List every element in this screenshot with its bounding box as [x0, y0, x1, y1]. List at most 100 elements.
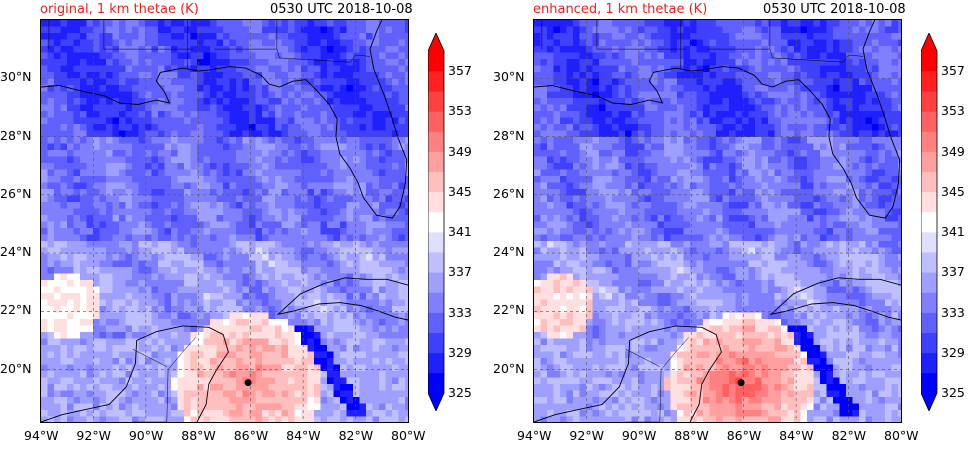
colorbar-level [428, 151, 444, 173]
lon-tick-label: 92°W [569, 428, 604, 443]
lon-tick-label: 88°W [674, 428, 709, 443]
coastlines [41, 20, 408, 422]
colorbar-level [921, 292, 937, 313]
colorbar-level [428, 332, 444, 354]
colorbar-level [428, 372, 444, 394]
borders [48, 20, 371, 422]
colorbar-level [921, 232, 937, 253]
colorbar-level [921, 332, 937, 354]
lon-tick-label: 84°W [286, 428, 321, 443]
colorbar-tick-label: 333 [448, 304, 472, 320]
colorbar-level [921, 372, 937, 394]
lat-tick-label: 24°N [0, 244, 32, 260]
lon-tick-label: 94°W [24, 428, 59, 443]
colorbar-tick-label: 329 [941, 344, 965, 360]
colorbar-level [428, 191, 444, 213]
lat-tick-label: 30°N [0, 69, 32, 85]
storm-center-marker [737, 379, 745, 387]
colorbar-tick-label: 357 [941, 63, 965, 79]
colorbar-max-arrow [428, 33, 444, 51]
colorbar-tick-label: 325 [941, 385, 965, 400]
colorbar-level [921, 191, 937, 213]
colorbar-level [921, 71, 937, 92]
map-right [533, 19, 902, 423]
lat-tick-label: 20°N [493, 360, 525, 376]
lat-tick-label: 20°N [0, 360, 32, 376]
colorbar-tick-label: 325 [448, 385, 472, 400]
thetae-field [534, 20, 901, 422]
colorbar-tick-label: 341 [941, 224, 965, 240]
colorbar-level [428, 272, 444, 293]
gridlines [41, 20, 408, 422]
colorbar-min-arrow [921, 393, 937, 411]
colorbar-tick-label: 357 [448, 63, 472, 79]
storm-center-marker [244, 379, 252, 387]
lon-tick-label: 82°W [338, 428, 374, 443]
lat-tick-label: 24°N [493, 244, 525, 260]
map-left [40, 19, 409, 423]
colorbar-tick-label: 353 [448, 103, 472, 119]
colorbar-left [428, 33, 448, 411]
colorbar-level [921, 312, 937, 333]
colorbar-level [921, 111, 937, 132]
lat-tick-label: 26°N [0, 185, 32, 201]
colorbar-level [428, 91, 444, 112]
colorbar-tick-label: 353 [941, 103, 965, 119]
colorbar-level [428, 171, 444, 193]
colorbar-level [428, 111, 444, 132]
lat-tick-label: 28°N [0, 127, 32, 143]
colorbar-level [428, 131, 444, 152]
lat-tick-label: 30°N [493, 69, 525, 85]
colorbar-tick-label: 337 [448, 264, 472, 280]
lat-tick-label: 26°N [493, 185, 525, 201]
borders [541, 20, 864, 422]
lon-tick-label: 80°W [391, 428, 426, 443]
colorbar-tick-label: 329 [448, 344, 472, 360]
colorbar-level [921, 171, 937, 193]
colorbar-level [428, 211, 444, 233]
lon-tick-label: 88°W [181, 428, 216, 443]
colorbar-tick-label: 349 [448, 143, 472, 159]
lon-tick-label: 86°W [233, 428, 269, 443]
thetae-field [41, 20, 408, 422]
lon-tick-label: 94°W [517, 428, 552, 443]
colorbar-level [921, 352, 937, 374]
lon-tick-label: 90°W [621, 428, 657, 443]
colorbar-level [428, 51, 444, 72]
colorbar-level [428, 352, 444, 374]
lon-tick-label: 84°W [779, 428, 814, 443]
lon-tick-label: 82°W [831, 428, 867, 443]
panel-title-right: enhanced, 1 km thetae (K) [533, 2, 708, 17]
lat-tick-label: 22°N [0, 302, 32, 318]
colorbar-level [921, 131, 937, 152]
colorbar-level [428, 252, 444, 273]
colorbar-tick-label: 345 [448, 183, 472, 199]
colorbar-tick-label: 337 [941, 264, 965, 280]
panel-time-right: 0530 UTC 2018-10-08 [763, 2, 906, 17]
lon-tick-label: 80°W [884, 428, 919, 443]
panel-title-left: original, 1 km thetae (K) [40, 2, 199, 17]
colorbar-right [921, 33, 941, 411]
colorbar-level [428, 312, 444, 333]
lon-tick-label: 86°W [726, 428, 762, 443]
panel-time-left: 0530 UTC 2018-10-08 [270, 2, 413, 17]
colorbar-tick-label: 341 [448, 224, 472, 240]
colorbar-max-arrow [921, 33, 937, 51]
colorbar-tick-label: 345 [941, 183, 965, 199]
colorbar-level [921, 91, 937, 112]
colorbar-level [428, 71, 444, 92]
colorbar-level [921, 272, 937, 293]
colorbar-tick-label: 349 [941, 143, 965, 159]
map-canvas-left [41, 20, 408, 422]
gridlines [534, 20, 901, 422]
colorbar-level [428, 232, 444, 253]
colorbar-level [428, 292, 444, 313]
lat-tick-label: 22°N [493, 302, 525, 318]
colorbar-level [921, 252, 937, 273]
coastlines [534, 20, 901, 422]
colorbar-level [921, 51, 937, 72]
lon-tick-label: 92°W [76, 428, 111, 443]
lat-tick-label: 28°N [493, 127, 525, 143]
lon-tick-label: 90°W [128, 428, 164, 443]
colorbar-level [921, 211, 937, 233]
